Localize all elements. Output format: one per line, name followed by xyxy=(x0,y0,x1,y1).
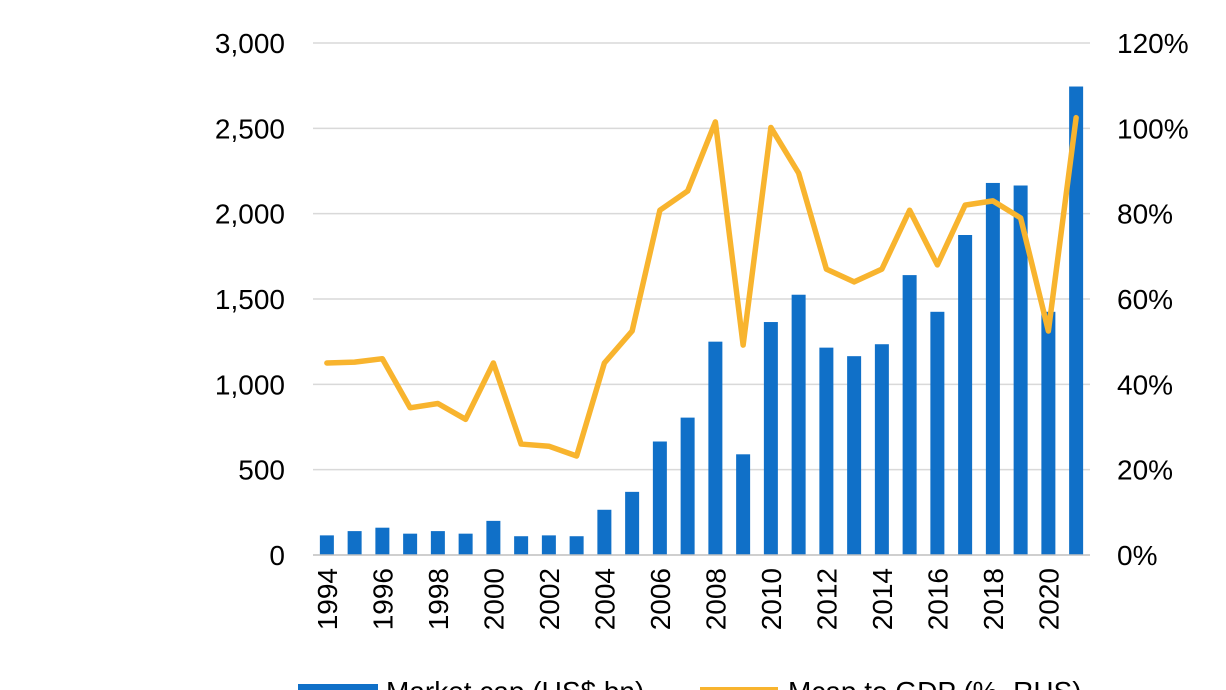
x-tick-label: 2014 xyxy=(867,568,898,630)
right-y-tick-label: 0% xyxy=(1117,540,1157,571)
bar-2012 xyxy=(819,347,834,555)
right-y-tick-label: 120% xyxy=(1117,28,1189,59)
left-y-tick-label: 1,000 xyxy=(215,369,285,400)
bar-1995 xyxy=(347,531,362,555)
bar-2017 xyxy=(958,235,973,555)
legend-market-cap-swatch xyxy=(298,684,378,690)
bar-1994 xyxy=(319,535,334,555)
x-tick-label: 1994 xyxy=(312,568,343,630)
right-y-axis: 0% 20% 40% 60% 80% 100% 120% xyxy=(1117,28,1189,571)
right-y-tick-label: 60% xyxy=(1117,284,1173,315)
bar-2021 xyxy=(1069,86,1084,556)
right-y-tick-label: 20% xyxy=(1117,455,1173,486)
left-y-tick-label: 500 xyxy=(238,455,285,486)
bar-2019 xyxy=(1013,185,1028,556)
bar-2016 xyxy=(930,311,945,555)
x-tick-label: 2008 xyxy=(700,568,731,630)
bar-2003 xyxy=(569,536,584,555)
mcap-to-gdp-line xyxy=(324,114,1079,459)
x-tick-label: 2004 xyxy=(589,568,620,630)
bar-2001 xyxy=(514,536,529,555)
x-tick-label: 2006 xyxy=(645,568,676,630)
right-y-tick-label: 100% xyxy=(1117,113,1189,144)
bar-2018 xyxy=(985,182,1000,556)
x-tick-label: 2020 xyxy=(1033,568,1064,630)
x-tick-label: 2010 xyxy=(756,568,787,630)
legend: Market cap (US$ bn) Mcap to GDP (%, RHS) xyxy=(298,676,1082,690)
bar-2013 xyxy=(847,356,862,555)
x-axis: 1994 1996 1998 2000 2002 2004 2006 2008 2010 2012… xyxy=(312,554,1090,630)
x-tick-label: 2016 xyxy=(922,568,953,630)
left-y-axis: 0 500 1,000 1,500 2,000 2,500 3,000 xyxy=(215,28,285,571)
bar-2006 xyxy=(652,441,667,555)
bar-1998 xyxy=(430,531,445,555)
left-y-tick-label: 2,500 xyxy=(215,113,285,144)
left-y-tick-label: 3,000 xyxy=(215,28,285,59)
bar-2000 xyxy=(486,520,501,555)
bar-2007 xyxy=(680,417,695,555)
x-tick-label: 2012 xyxy=(811,568,842,630)
bar-2015 xyxy=(902,275,917,555)
bar-2005 xyxy=(625,491,640,555)
x-tick-label: 2000 xyxy=(478,568,509,630)
x-tick-label: 1996 xyxy=(367,568,398,630)
bar-2014 xyxy=(874,344,889,555)
legend-mcap-gdp-label: Mcap to GDP (%, RHS) xyxy=(788,676,1082,690)
bar-2009 xyxy=(736,454,751,555)
right-y-tick-label: 40% xyxy=(1117,369,1173,400)
x-tick-label: 1998 xyxy=(423,568,454,630)
left-y-tick-label: 2,000 xyxy=(215,199,285,230)
bar-2008 xyxy=(708,341,723,555)
left-y-tick-label: 0 xyxy=(269,540,285,571)
bar-2020 xyxy=(1041,311,1056,555)
mcap-to-gdp-polyline xyxy=(324,114,1079,459)
right-y-tick-label: 80% xyxy=(1117,199,1173,230)
bar-1999 xyxy=(458,533,473,555)
market-cap-bars xyxy=(319,86,1084,556)
bar-1996 xyxy=(375,527,390,555)
left-y-tick-label: 1,500 xyxy=(215,284,285,315)
bar-2004 xyxy=(597,509,612,555)
bar-2010 xyxy=(763,322,778,555)
x-tick-label: 2002 xyxy=(534,568,565,630)
bar-2011 xyxy=(791,294,806,555)
bar-2002 xyxy=(541,535,556,555)
x-tick-label: 2018 xyxy=(978,568,1009,630)
legend-market-cap-label: Market cap (US$ bn) xyxy=(386,676,644,690)
bar-1997 xyxy=(403,533,418,555)
